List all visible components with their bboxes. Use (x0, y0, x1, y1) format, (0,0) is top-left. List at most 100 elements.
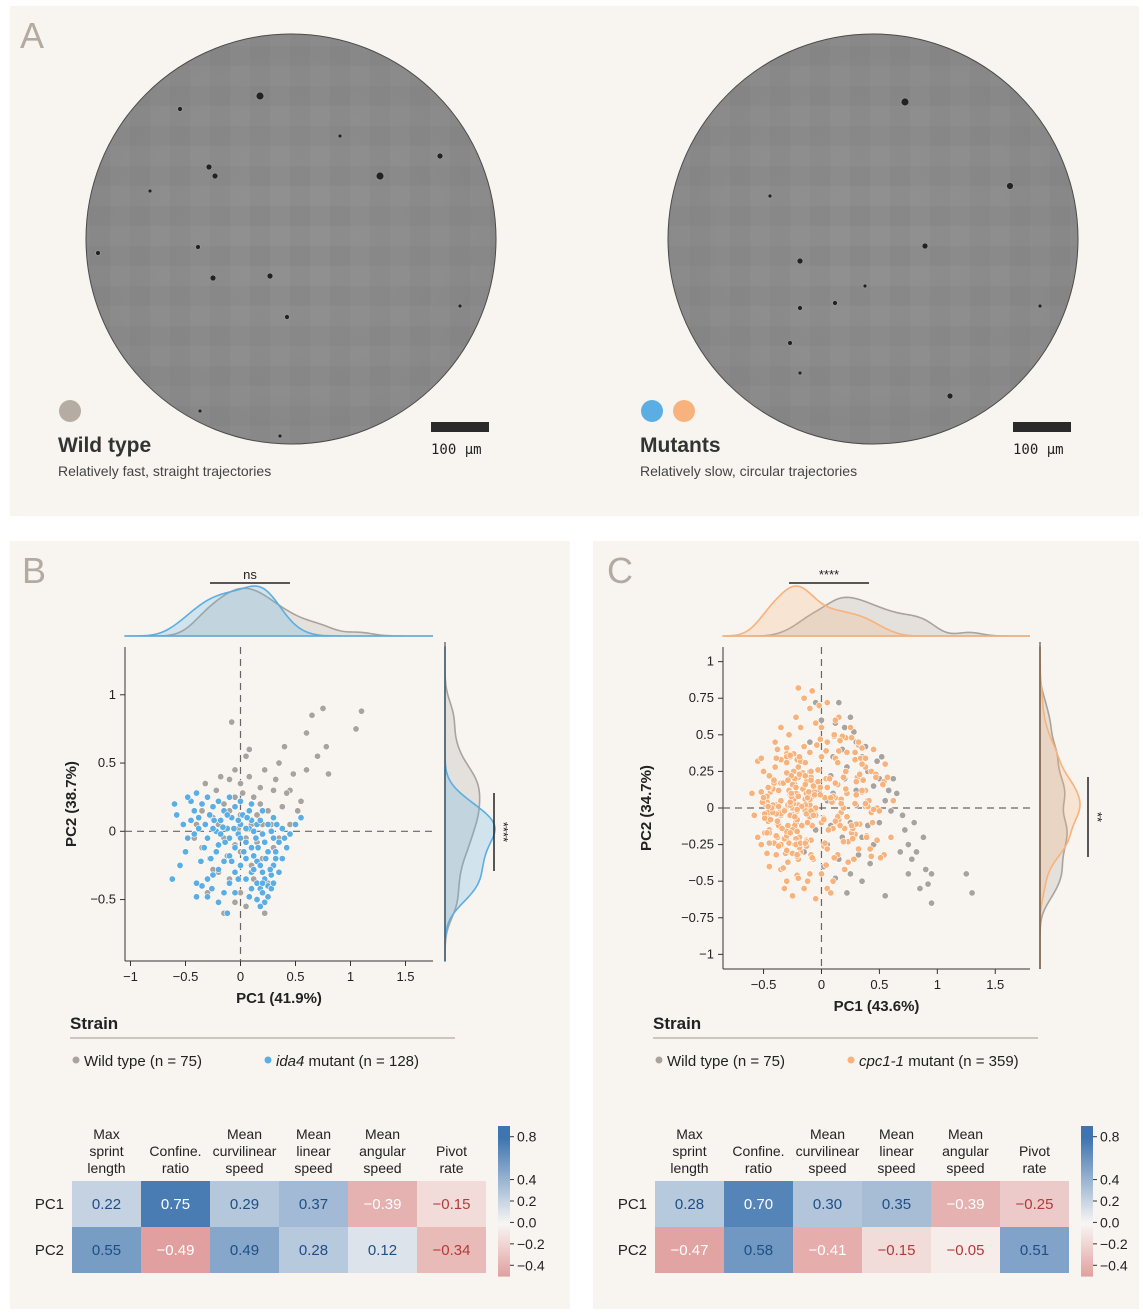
heatmap-column-header: Confine. (732, 1143, 784, 1159)
data-point (207, 855, 215, 863)
colorbar-segment (498, 1231, 510, 1235)
data-point (807, 776, 815, 784)
colorbar-segment (1081, 1166, 1093, 1170)
data-point (780, 807, 788, 815)
data-point (843, 748, 851, 756)
y-tick-label: 0.75 (689, 690, 714, 705)
data-point (783, 744, 791, 752)
data-point (823, 784, 831, 792)
data-point (765, 772, 773, 780)
cell (797, 370, 803, 376)
heatmap-value: 0.29 (230, 1196, 259, 1213)
data-point (763, 849, 771, 857)
colorbar-segment (498, 1133, 510, 1137)
colorbar-segment (498, 1181, 510, 1185)
colorbar-segment (1081, 1178, 1093, 1182)
data-point (223, 909, 231, 917)
wild-type-description: Relatively fast, straight trajectories (58, 463, 271, 479)
colorbar-segment (1081, 1251, 1093, 1255)
data-point (237, 780, 245, 788)
x-tick-label: 0.5 (286, 969, 304, 984)
data-point (800, 694, 808, 702)
data-point (878, 753, 886, 761)
right-density-1 (1039, 646, 1081, 969)
data-point (228, 718, 236, 726)
data-point (815, 702, 823, 710)
top-density-1 (124, 585, 433, 637)
colorbar-segment (498, 1201, 510, 1205)
colorbar-segment (1081, 1143, 1093, 1147)
data-point (195, 825, 203, 833)
data-point (220, 800, 228, 808)
colorbar-segment (498, 1203, 510, 1207)
colorbar-segment (498, 1211, 510, 1215)
data-point (856, 770, 864, 778)
data-point (283, 789, 291, 797)
heatmap-column-header: Mean (879, 1126, 914, 1142)
colorbar-segment (1081, 1208, 1093, 1212)
colorbar-segment (1081, 1168, 1093, 1172)
data-point (866, 845, 874, 853)
data-point (962, 870, 970, 878)
data-point (297, 797, 305, 805)
heatmap-cell (210, 1181, 279, 1227)
heatmap-value: −0.34 (433, 1242, 471, 1259)
data-point (275, 759, 283, 767)
data-point (784, 858, 792, 866)
legend-entry-0: Wild type (n = 75) (667, 1053, 785, 1070)
heatmap-value: −0.39 (364, 1196, 402, 1213)
colorbar-segment (1081, 1173, 1093, 1177)
data-point (881, 797, 889, 805)
top-density-1 (722, 585, 1030, 637)
data-point (259, 868, 267, 876)
data-point (176, 861, 184, 869)
data-point (858, 786, 866, 794)
cell (147, 188, 153, 194)
data-point (823, 699, 831, 707)
data-point (261, 898, 269, 906)
data-point (283, 844, 291, 852)
data-point (278, 803, 286, 811)
data-point (817, 724, 825, 732)
data-point (817, 753, 825, 761)
data-point (823, 738, 831, 746)
data-point (834, 759, 842, 767)
colorbar-segment (498, 1223, 510, 1227)
cell (177, 106, 183, 112)
data-point (855, 845, 863, 853)
y-tick-label: −1 (699, 946, 714, 961)
data-point (814, 766, 822, 774)
data-point (209, 871, 217, 879)
colorbar-segment (1081, 1171, 1093, 1175)
colorbar-segment (1081, 1246, 1093, 1250)
data-point (867, 852, 875, 860)
mutant-cpc1-legend-dot (673, 400, 695, 422)
colorbar-segment (498, 1263, 510, 1267)
data-point (843, 813, 851, 821)
data-point (928, 899, 936, 907)
data-point (226, 775, 234, 783)
data-point (873, 757, 881, 765)
data-point (843, 889, 851, 897)
mutants-scale-label: 100 µm (1013, 442, 1064, 458)
colorbar-segment (498, 1218, 510, 1222)
data-point (765, 839, 773, 847)
x-tick-label: −0.5 (173, 969, 199, 984)
cell (284, 314, 290, 320)
colorbar-segment (1081, 1158, 1093, 1162)
colorbar-segment (1081, 1148, 1093, 1152)
colorbar-segment (1081, 1163, 1093, 1167)
colorbar-segment (1081, 1206, 1093, 1210)
data-point (237, 834, 245, 842)
colorbar-segment (498, 1188, 510, 1192)
colorbar-segment (498, 1141, 510, 1145)
data-point (256, 902, 264, 910)
heatmap-value: 0.75 (161, 1196, 190, 1213)
heatmap-value: 0.35 (882, 1196, 911, 1213)
data-point (861, 800, 869, 808)
data-point (204, 893, 212, 901)
colorbar-segment (498, 1261, 510, 1265)
heatmap-cell (279, 1227, 348, 1273)
data-point (858, 744, 866, 752)
data-point (842, 767, 850, 775)
